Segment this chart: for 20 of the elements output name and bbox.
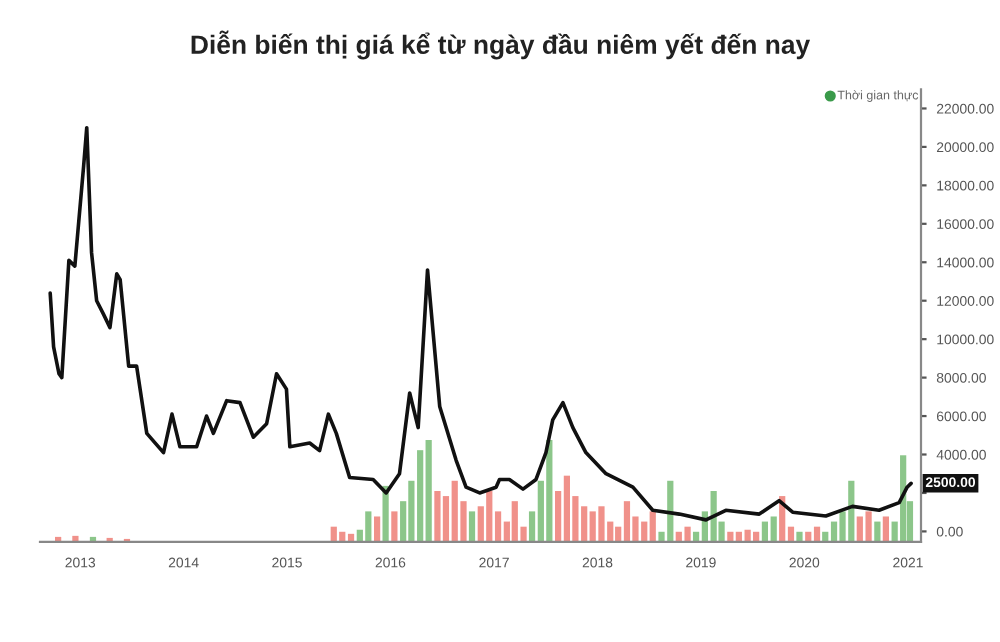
bar — [373, 516, 381, 542]
bar — [874, 521, 881, 542]
bar — [684, 526, 691, 542]
bar — [468, 511, 476, 542]
bar — [434, 490, 441, 542]
bar — [365, 511, 372, 542]
bar — [623, 501, 631, 542]
bar — [882, 516, 889, 542]
bar — [770, 516, 777, 542]
bar — [72, 535, 79, 542]
bar — [598, 506, 605, 542]
bar — [391, 511, 398, 542]
bar — [865, 511, 872, 542]
chart-title: Diễn biến thị giá kể từ ngày đầu niêm yết đến nay — [191, 30, 811, 60]
bar — [425, 439, 432, 542]
bar — [486, 490, 493, 542]
bar — [563, 475, 571, 542]
bar — [761, 521, 769, 542]
bar — [649, 511, 656, 542]
bar — [796, 531, 803, 542]
